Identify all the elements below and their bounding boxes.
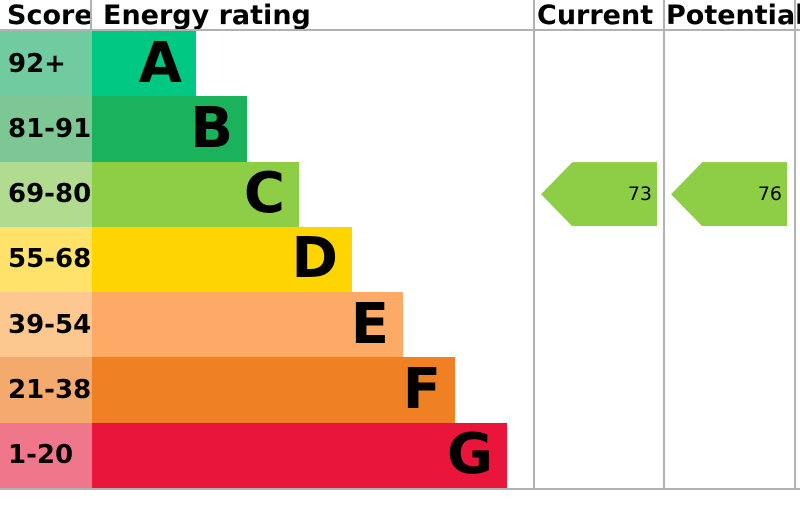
right-border bbox=[794, 0, 796, 490]
band-letter: B bbox=[190, 95, 233, 161]
rating-bar: C bbox=[92, 161, 299, 227]
potential-column-header: Potential bbox=[666, 0, 800, 31]
score-cell: 1-20 bbox=[0, 422, 92, 488]
score-column-header: Score bbox=[7, 0, 93, 31]
band-letter: G bbox=[447, 422, 493, 488]
band-row-d: 55-68 D bbox=[0, 226, 800, 293]
band-rows: 92+ A 81-91 B 69-80 C 55-68 D 39-54 E 21… bbox=[0, 31, 800, 488]
score-cell: 69-80 bbox=[0, 161, 92, 227]
potential-rating-value: 76 bbox=[757, 183, 782, 206]
band-letter: F bbox=[402, 357, 441, 423]
band-row-g: 1-20 G bbox=[0, 422, 800, 488]
band-letter: E bbox=[350, 291, 389, 357]
score-cell: 81-91 bbox=[0, 96, 92, 162]
score-cell: 55-68 bbox=[0, 226, 92, 293]
score-cell: 92+ bbox=[0, 31, 92, 97]
header-bottom-border bbox=[0, 29, 800, 31]
current-column-header: Current bbox=[537, 0, 654, 31]
band-row-b: 81-91 B bbox=[0, 95, 800, 162]
rating-bar: F bbox=[92, 357, 455, 423]
band-row-c: 69-80 C bbox=[0, 161, 800, 227]
score-header-divider bbox=[90, 0, 92, 30]
band-row-a: 92+ A bbox=[0, 30, 800, 97]
score-cell: 21-38 bbox=[0, 357, 92, 423]
rating-bar: D bbox=[92, 226, 352, 293]
band-letter: D bbox=[291, 226, 338, 292]
chart-bottom-border bbox=[0, 488, 800, 490]
rating-bar: G bbox=[92, 422, 507, 488]
band-letter: C bbox=[243, 161, 285, 227]
rating-bar: E bbox=[92, 291, 403, 358]
current-rating-value: 73 bbox=[627, 183, 652, 206]
band-letter: A bbox=[138, 30, 182, 96]
energy-rating-column-header: Energy rating bbox=[103, 0, 311, 31]
band-row-e: 39-54 E bbox=[0, 291, 800, 358]
rating-bar: B bbox=[92, 95, 247, 162]
rating-bar: A bbox=[92, 30, 196, 97]
current-column-divider bbox=[533, 0, 535, 490]
band-row-f: 21-38 F bbox=[0, 357, 800, 423]
score-cell: 39-54 bbox=[0, 292, 92, 358]
potential-column-divider bbox=[663, 0, 665, 490]
